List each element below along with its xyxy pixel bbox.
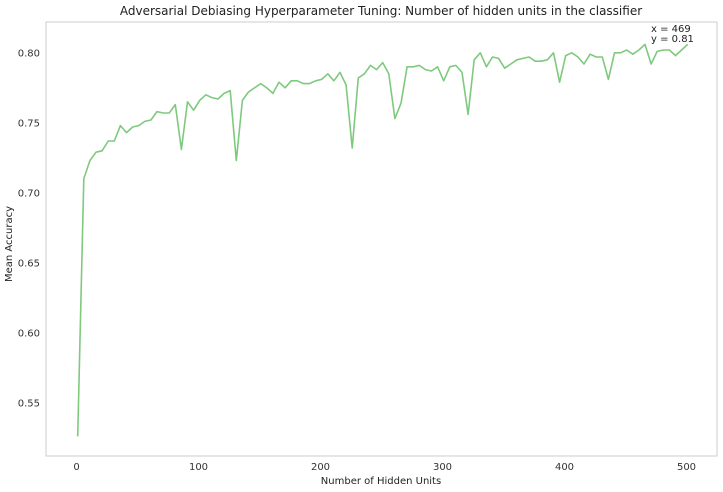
y-tick-label: 0.70 bbox=[18, 188, 40, 199]
y-tick-label: 0.55 bbox=[18, 398, 40, 409]
y-tick-label: 0.80 bbox=[18, 48, 40, 59]
x-tick-label: 300 bbox=[433, 462, 452, 473]
x-tick-label: 400 bbox=[555, 462, 574, 473]
y-tick-label: 0.75 bbox=[18, 118, 40, 129]
series-layer bbox=[76, 43, 689, 437]
x-tick-label: 500 bbox=[677, 462, 696, 473]
x-axis-title: Number of Hidden Units bbox=[321, 476, 441, 487]
axes: 0 100 200 300 400 500 0.55 0.60 0.65 0.70 0.75 0.80 bbox=[18, 21, 718, 473]
annotation-y-label: y = 0.81 bbox=[651, 34, 694, 45]
series-line bbox=[76, 43, 689, 437]
x-tick-label: 0 bbox=[73, 462, 79, 473]
x-tick-label: 200 bbox=[311, 462, 330, 473]
chart-title: Adversarial Debiasing Hyperparameter Tun… bbox=[120, 4, 642, 18]
x-tick-label: 100 bbox=[189, 462, 208, 473]
y-axis-title: Mean Accuracy bbox=[4, 206, 15, 282]
y-tick-label: 0.60 bbox=[18, 328, 40, 339]
y-tick-label: 0.65 bbox=[18, 258, 40, 269]
annotation-x-label: x = 469 bbox=[651, 24, 691, 35]
plot-frame bbox=[45, 21, 718, 457]
